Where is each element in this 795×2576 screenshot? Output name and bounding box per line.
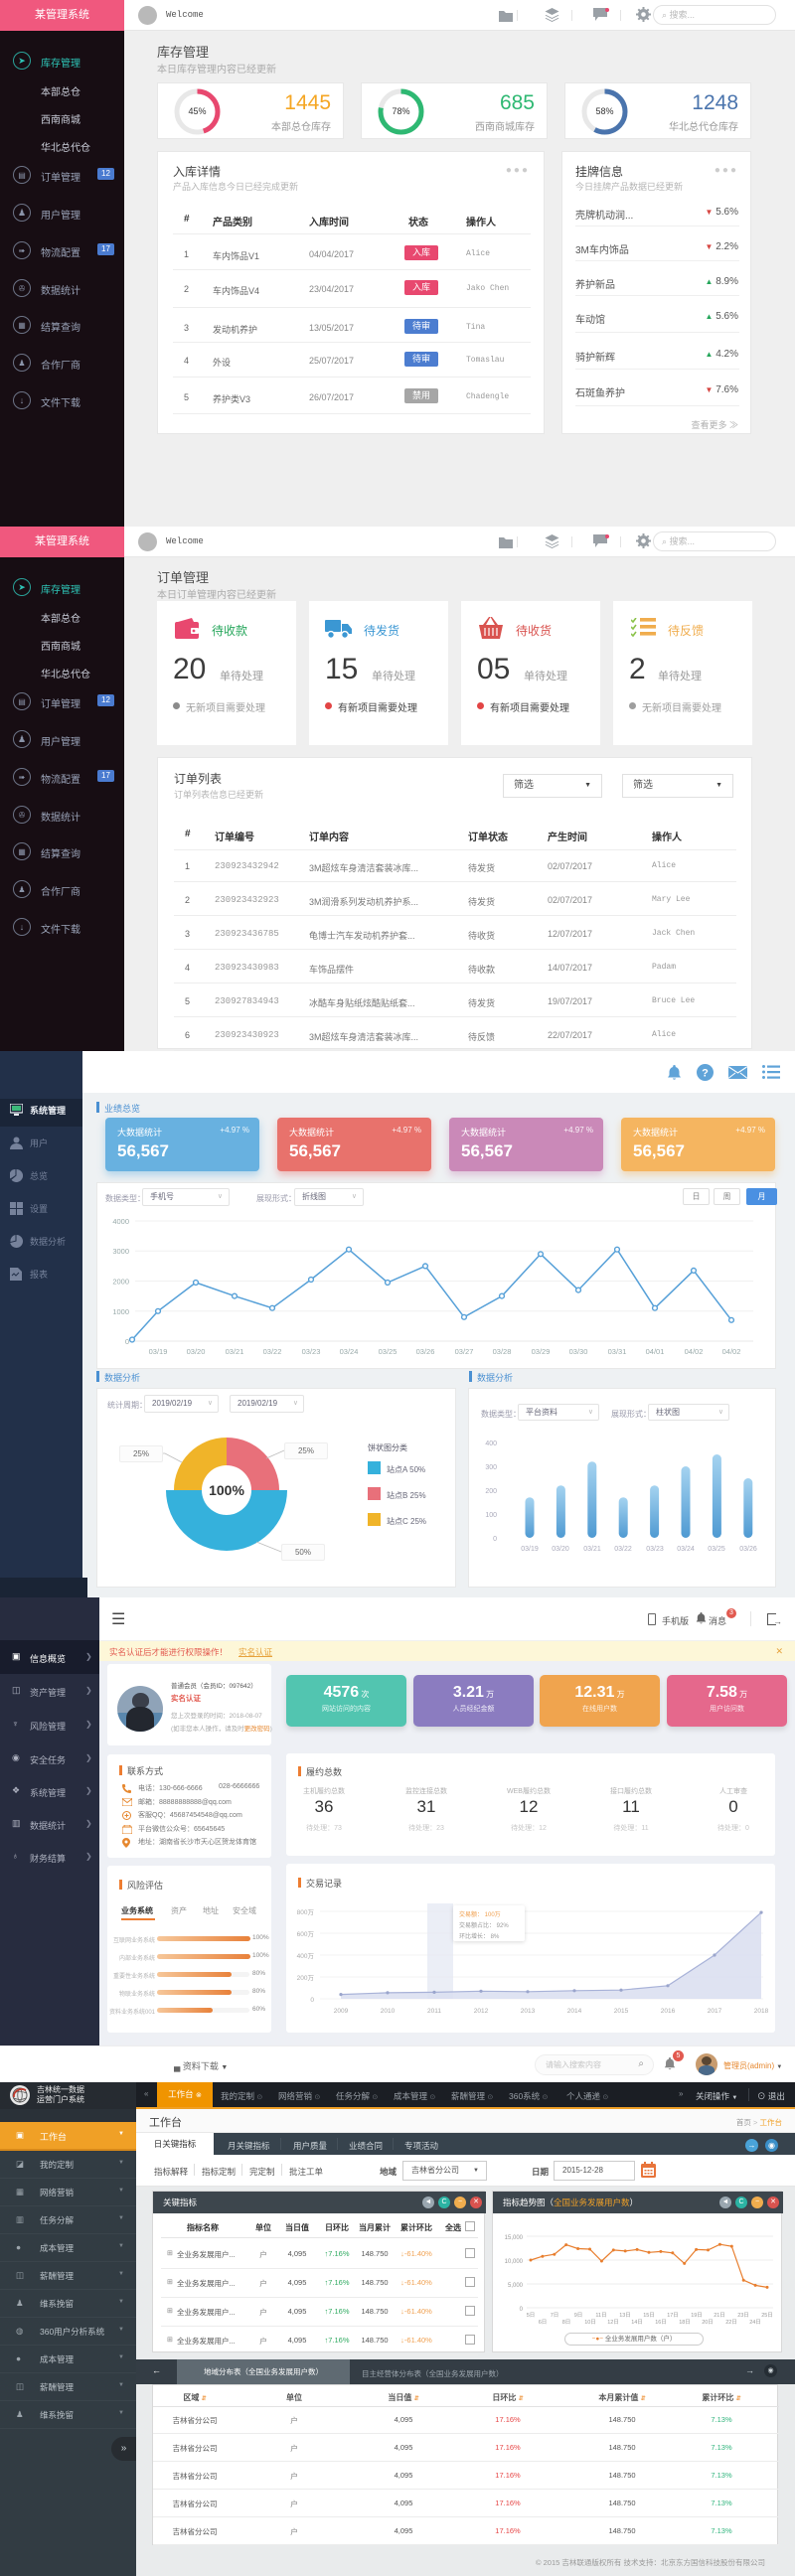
svg-text:03/21: 03/21	[583, 1546, 601, 1553]
svg-text:100: 100	[485, 1512, 497, 1519]
svg-text:600万: 600万	[297, 1930, 315, 1938]
svg-text:03/24: 03/24	[677, 1546, 695, 1553]
svg-text:0: 0	[125, 1337, 129, 1346]
svg-text:03/22: 03/22	[263, 1347, 282, 1356]
svg-text:14日: 14日	[631, 2319, 643, 2326]
svg-text:03/27: 03/27	[455, 1347, 474, 1356]
svg-text:6日: 6日	[539, 2319, 548, 2326]
svg-text:17日: 17日	[667, 2312, 679, 2319]
svg-text:11日: 11日	[595, 2312, 606, 2319]
svg-text:0: 0	[493, 1536, 497, 1543]
svg-text:13日: 13日	[619, 2312, 631, 2319]
svg-text:03/29: 03/29	[532, 1347, 551, 1356]
svg-text:15,000: 15,000	[505, 2235, 524, 2241]
svg-text:03/21: 03/21	[226, 1347, 244, 1356]
svg-text:400: 400	[485, 1440, 497, 1447]
svg-text:2014: 2014	[567, 2008, 582, 2015]
svg-text:7日: 7日	[551, 2312, 559, 2319]
svg-text:03/20: 03/20	[552, 1546, 569, 1553]
svg-text:15日: 15日	[643, 2312, 655, 2319]
svg-text:03/31: 03/31	[608, 1347, 627, 1356]
svg-text:03/19: 03/19	[149, 1347, 168, 1356]
svg-text:2012: 2012	[474, 2008, 489, 2015]
svg-text:8日: 8日	[562, 2319, 571, 2326]
svg-text:04/02: 04/02	[685, 1347, 704, 1356]
svg-text:2011: 2011	[427, 2008, 441, 2015]
svg-text:03/24: 03/24	[340, 1347, 359, 1356]
svg-text:03/28: 03/28	[493, 1347, 512, 1356]
svg-text:2000: 2000	[112, 1278, 129, 1287]
svg-text:?: ?	[702, 1068, 709, 1080]
svg-text:2013: 2013	[521, 2008, 536, 2015]
svg-text:03/30: 03/30	[569, 1347, 588, 1356]
svg-text:2016: 2016	[661, 2008, 676, 2015]
svg-text:21日: 21日	[714, 2312, 725, 2319]
svg-text:2010: 2010	[381, 2008, 396, 2015]
svg-text:03/23: 03/23	[646, 1546, 664, 1553]
svg-text:200万: 200万	[297, 1974, 315, 1982]
svg-text:03/25: 03/25	[708, 1546, 725, 1553]
svg-text:300: 300	[485, 1464, 497, 1471]
svg-text:2017: 2017	[708, 2008, 722, 2015]
svg-text:5日: 5日	[527, 2312, 536, 2319]
svg-text:04/02: 04/02	[722, 1347, 741, 1356]
svg-text:20日: 20日	[702, 2319, 714, 2326]
svg-text:12日: 12日	[607, 2319, 619, 2326]
svg-text:5,000: 5,000	[508, 2283, 524, 2289]
svg-text:10,000: 10,000	[505, 2259, 524, 2265]
svg-text:200: 200	[485, 1488, 497, 1495]
svg-text:24日: 24日	[749, 2319, 761, 2326]
svg-text:800万: 800万	[297, 1908, 315, 1916]
svg-text:2009: 2009	[334, 2008, 349, 2015]
svg-text:03/25: 03/25	[379, 1347, 398, 1356]
svg-text:4000: 4000	[112, 1217, 129, 1226]
svg-text:9日: 9日	[574, 2312, 583, 2319]
svg-text:2015: 2015	[614, 2008, 629, 2015]
svg-text:1000: 1000	[112, 1307, 129, 1316]
svg-text:400万: 400万	[297, 1952, 315, 1960]
svg-text:25日: 25日	[761, 2312, 773, 2319]
svg-text:03/19: 03/19	[521, 1546, 539, 1553]
svg-text:100%: 100%	[209, 1482, 244, 1498]
svg-text:03/23: 03/23	[302, 1347, 321, 1356]
svg-text:2018: 2018	[754, 2008, 769, 2015]
svg-text:0: 0	[310, 1997, 314, 2004]
svg-text:03/22: 03/22	[614, 1546, 632, 1553]
svg-text:0: 0	[520, 2307, 524, 2313]
svg-text:16日: 16日	[655, 2319, 667, 2326]
svg-text:22日: 22日	[725, 2319, 737, 2326]
svg-text:03/26: 03/26	[739, 1546, 757, 1553]
svg-text:18日: 18日	[679, 2319, 691, 2326]
svg-text:03/20: 03/20	[187, 1347, 206, 1356]
svg-text:03/26: 03/26	[416, 1347, 435, 1356]
svg-text:04/01: 04/01	[646, 1347, 665, 1356]
svg-text:3000: 3000	[112, 1247, 129, 1256]
svg-text:10日: 10日	[584, 2319, 596, 2326]
svg-text:19日: 19日	[691, 2312, 703, 2319]
svg-text:23日: 23日	[737, 2312, 749, 2319]
